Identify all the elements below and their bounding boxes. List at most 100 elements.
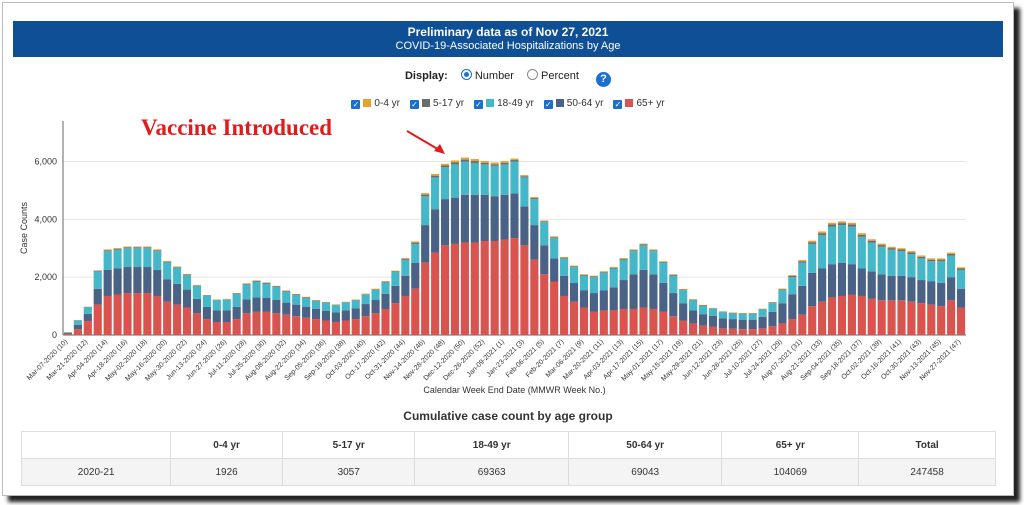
bar-segment-0-4-yr — [937, 258, 946, 260]
percent-radio[interactable] — [527, 69, 539, 80]
bar-segment-5-17-yr — [827, 224, 837, 227]
bar-segment-5-17-yr — [917, 256, 926, 259]
bar-segment-18-49-yr — [639, 245, 648, 270]
bar-segment-65-yr — [143, 293, 152, 335]
bar-segment-65-yr — [867, 298, 876, 335]
bar-segment-5-17-yr — [450, 162, 460, 165]
legend-item-18-49-yr[interactable]: ✓ 18-49 yr — [474, 98, 534, 109]
bar-segment-18-49-yr — [163, 262, 172, 280]
bar-segment-50-64-yr — [341, 310, 350, 321]
checkbox-icon[interactable]: ✓ — [351, 100, 361, 109]
bar-segment-0-4-yr — [381, 281, 390, 282]
bar-segment-5-17-yr — [569, 266, 579, 268]
bar-segment-5-17-yr — [262, 282, 271, 284]
bar-segment-50-64-yr — [847, 264, 856, 295]
legend-item-50-64-yr[interactable]: ✓ 50-64 yr — [543, 98, 604, 109]
bar-segment-50-64-yr — [738, 319, 747, 330]
percent-radio-label[interactable]: Percent — [541, 70, 579, 82]
number-radio-label[interactable]: Number — [474, 70, 514, 82]
bar-segment-0-4-yr — [569, 265, 579, 267]
checkbox-icon[interactable]: ✓ — [543, 100, 553, 109]
bar-segment-18-49-yr — [867, 242, 876, 272]
bar-segment-5-17-yr — [778, 289, 787, 291]
bar-segment-50-64-yr — [163, 279, 172, 302]
bar-segment-18-49-yr — [798, 262, 807, 286]
bar-segment-50-64-yr — [143, 267, 152, 294]
bar-segment-50-64-yr — [411, 262, 420, 289]
bar-segment-50-64-yr — [371, 300, 380, 314]
bar-segment-0-4-yr — [798, 260, 807, 262]
number-radio[interactable] — [460, 69, 472, 80]
bar-segment-65-yr — [619, 308, 628, 335]
bar-segment-0-4-yr — [857, 233, 866, 235]
bar-segment-50-64-yr — [867, 271, 876, 299]
bar-segment-50-64-yr — [93, 288, 102, 305]
bar-segment-18-49-yr — [738, 313, 747, 320]
bar-segment-0-4-yr — [609, 266, 618, 268]
bar-segment-18-49-yr — [788, 277, 797, 295]
bar-segment-0-4-yr — [153, 249, 162, 251]
legend-item-5-17-yr[interactable]: ✓ 5-17 yr — [409, 98, 464, 109]
bar-segment-5-17-yr — [371, 289, 380, 290]
bar-segment-18-49-yr — [63, 332, 73, 333]
bar-segment-0-4-yr — [252, 280, 261, 281]
bar-segment-65-yr — [520, 245, 529, 335]
bar-segment-65-yr — [857, 295, 866, 335]
bar-segment-0-4-yr — [768, 302, 777, 303]
legend-swatch — [625, 99, 634, 107]
bar-segment-0-4-yr — [361, 293, 370, 295]
bar-segment-0-4-yr — [292, 293, 301, 295]
table-header-cell: 0-4 yr — [170, 431, 283, 459]
bar-segment-50-64-yr — [947, 277, 956, 301]
bar-segment-65-yr — [927, 304, 936, 335]
legend-item-0-4-yr[interactable]: ✓ 0-4 yr — [351, 98, 400, 109]
bar-segment-65-yr — [262, 311, 271, 335]
bar-segment-5-17-yr — [143, 247, 152, 249]
bar-segment-18-49-yr — [887, 249, 896, 276]
bar-segment-0-4-yr — [956, 267, 966, 269]
table-header-cell: 65+ yr — [721, 431, 860, 459]
bar-segment-18-49-yr — [460, 161, 469, 195]
help-icon[interactable]: ? — [596, 72, 612, 87]
bar-segment-50-64-yr — [609, 287, 618, 311]
bar-segment-5-17-yr — [689, 299, 698, 301]
display-label: Display: — [404, 70, 448, 82]
bar-segment-5-17-yr — [440, 165, 450, 168]
bar-segment-50-64-yr — [222, 310, 231, 322]
bar-segment-18-49-yr — [450, 164, 460, 198]
checkbox-icon[interactable]: ✓ — [474, 100, 484, 109]
bar-segment-0-4-yr — [579, 274, 589, 275]
legend-item-65-yr[interactable]: ✓ 65+ yr — [613, 98, 665, 109]
bar-segment-0-4-yr — [282, 290, 291, 292]
bar-segment-18-49-yr — [113, 249, 122, 269]
bar-segment-50-64-yr — [381, 293, 390, 309]
bar-segment-50-64-yr — [480, 194, 489, 242]
bar-segment-5-17-yr — [560, 257, 569, 259]
checkbox-icon[interactable]: ✓ — [409, 100, 419, 109]
bar-segment-18-49-yr — [143, 248, 152, 268]
bar-segment-0-4-yr — [520, 175, 529, 177]
bar-segment-65-yr — [450, 243, 460, 335]
bar-segment-5-17-yr — [649, 250, 658, 252]
bar-segment-18-49-yr — [877, 246, 886, 275]
bar-segment-0-4-yr — [560, 256, 569, 258]
bar-segment-0-4-yr — [907, 251, 916, 253]
bar-segment-18-49-yr — [818, 235, 827, 269]
bar-segment-0-4-yr — [411, 241, 420, 243]
bar-segment-0-4-yr — [440, 163, 450, 166]
bar-segment-5-17-yr — [302, 297, 311, 298]
checkbox-icon[interactable]: ✓ — [613, 100, 623, 109]
bar-segment-0-4-yr — [778, 288, 787, 290]
bar-segment-50-64-yr — [827, 264, 837, 298]
bar-segment-5-17-yr — [540, 221, 549, 223]
legend-label: 50-64 yr — [566, 98, 604, 109]
bar-segment-50-64-yr — [798, 285, 807, 315]
bar-segment-5-17-yr — [490, 164, 499, 166]
bar-segment-65-yr — [123, 293, 132, 335]
bar-segment-0-4-yr — [401, 257, 410, 259]
bar-segment-65-yr — [649, 308, 658, 335]
bar-segment-65-yr — [321, 320, 331, 335]
bar-segment-50-64-yr — [748, 319, 757, 330]
bar-segment-5-17-yr — [520, 176, 529, 178]
bar-segment-0-4-yr — [659, 261, 668, 262]
